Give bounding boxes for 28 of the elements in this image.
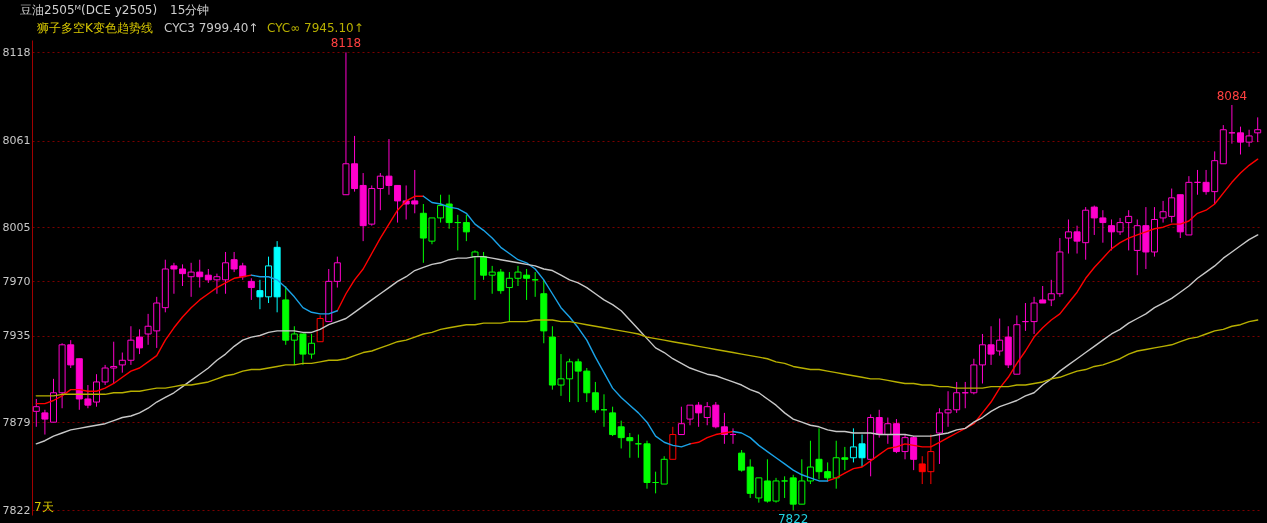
candlestick <box>781 475 789 499</box>
y-tick-label: 8005 <box>2 220 31 234</box>
y-tick-label: 7879 <box>2 415 31 429</box>
y-tick-label: 7935 <box>2 329 31 343</box>
candlestick <box>471 249 479 301</box>
candlestick <box>462 214 470 242</box>
annotation: 8118 <box>330 36 362 51</box>
candlestick <box>32 398 40 428</box>
candlestick <box>445 194 453 230</box>
chart-subtitle: 15分钟 <box>170 3 210 17</box>
text: CYC3 7999.40↑ <box>164 21 259 35</box>
y-tick-label: 8061 <box>2 134 31 148</box>
y-tick-label: 8118 <box>2 45 31 59</box>
annotation: 7天 <box>34 500 54 514</box>
annotation: 7822 <box>777 512 809 523</box>
chart-title: 豆油2505ᴹ(DCE y2505) <box>20 3 158 17</box>
candlestick <box>480 251 488 281</box>
candlestick <box>720 412 728 445</box>
annotation: 8084 <box>1216 88 1248 103</box>
candlestick <box>1254 116 1262 143</box>
y-tick-label: 7822 <box>2 503 31 517</box>
legend-title: 狮子多空K变色趋势线 <box>37 21 153 35</box>
candlestick <box>591 381 599 414</box>
text: CYC∞ 7945.10↑ <box>267 21 364 35</box>
y-tick-label: 7970 <box>2 274 31 288</box>
candlestick <box>677 406 685 436</box>
candlestick <box>609 406 617 437</box>
candlestick <box>738 449 746 473</box>
